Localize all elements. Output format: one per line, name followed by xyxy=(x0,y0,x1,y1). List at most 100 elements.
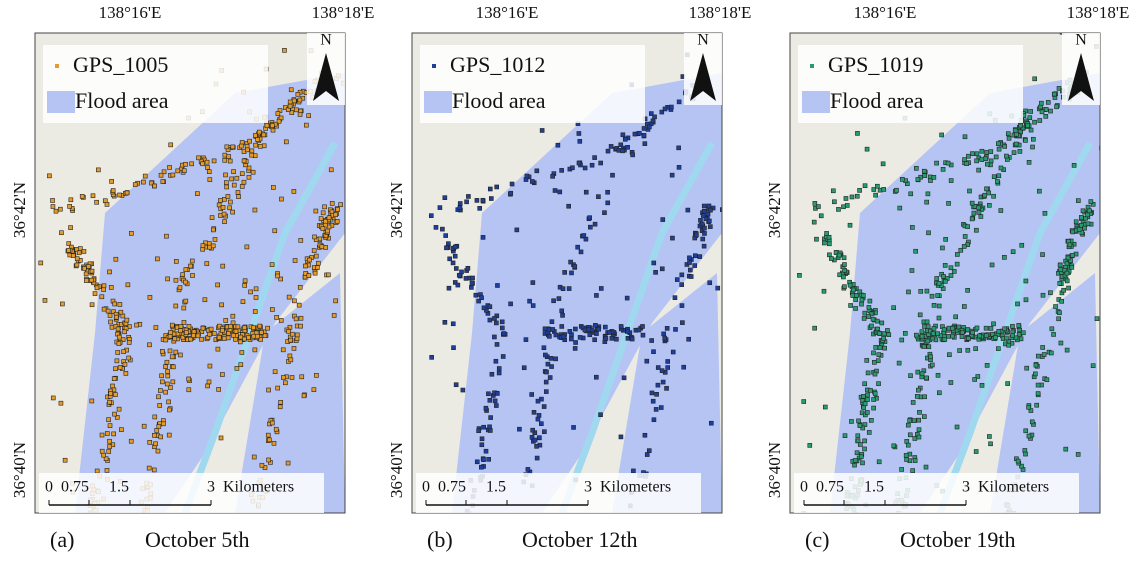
gps-point xyxy=(453,254,457,258)
gps-point xyxy=(524,338,528,342)
gps-point xyxy=(975,152,979,156)
gps-point xyxy=(290,332,294,336)
map-panel: GPS_1012Flood areaN00.751.53Kilometers xyxy=(390,32,724,552)
gps-point xyxy=(299,324,303,328)
gps-point xyxy=(1050,327,1054,331)
gps-point xyxy=(294,108,298,112)
gps-point xyxy=(1065,279,1069,283)
gps-point xyxy=(478,206,482,210)
gps-point xyxy=(920,372,924,376)
gps-point xyxy=(112,432,116,436)
gps-point xyxy=(220,372,224,376)
gps-point xyxy=(270,124,274,128)
gps-point xyxy=(288,104,292,108)
caption-label: (c) xyxy=(805,527,829,552)
gps-point xyxy=(990,263,994,267)
gps-point xyxy=(157,425,161,429)
gps-point xyxy=(590,163,594,167)
gps-point xyxy=(315,266,319,270)
gps-point xyxy=(197,156,201,160)
gps-point xyxy=(226,194,230,198)
gps-point xyxy=(241,300,245,304)
gps-point xyxy=(127,340,131,344)
gps-point xyxy=(1049,351,1053,355)
gps-point xyxy=(1004,336,1008,340)
gps-point xyxy=(273,229,277,233)
gps-point xyxy=(1031,145,1035,149)
gps-point xyxy=(857,419,861,423)
gps-point xyxy=(985,162,989,166)
gps-point xyxy=(914,333,918,337)
gps-point xyxy=(997,147,1001,151)
gps-point xyxy=(116,350,120,354)
gps-point xyxy=(126,283,130,287)
gps-point xyxy=(60,302,64,306)
gps-point xyxy=(39,261,43,265)
gps-point xyxy=(466,194,470,198)
gps-point xyxy=(336,208,340,212)
gps-point xyxy=(977,334,981,338)
gps-point xyxy=(84,279,88,283)
gps-point xyxy=(270,263,274,267)
gps-point xyxy=(838,273,842,277)
gps-point xyxy=(707,204,711,208)
gps-point xyxy=(898,515,902,519)
gps-point xyxy=(260,463,264,467)
gps-point xyxy=(1011,333,1015,337)
gps-point xyxy=(848,283,852,287)
gps-point xyxy=(574,340,578,344)
gps-point xyxy=(129,231,133,235)
gps-point xyxy=(287,295,291,299)
gps-point xyxy=(951,326,955,330)
gps-point xyxy=(279,318,283,322)
legend-label: GPS_1019 xyxy=(828,52,923,77)
gps-point xyxy=(107,418,111,422)
gps-point xyxy=(262,144,266,148)
gps-point xyxy=(152,433,156,437)
gps-point xyxy=(458,202,462,206)
gps-point xyxy=(1079,215,1083,219)
gps-point xyxy=(550,365,554,369)
gps-point xyxy=(606,190,610,194)
gps-point xyxy=(836,207,840,211)
gps-point xyxy=(662,332,666,336)
gps-point xyxy=(212,332,216,336)
gps-point xyxy=(947,353,951,357)
gps-point xyxy=(860,302,864,306)
gps-point xyxy=(281,348,285,352)
gps-point xyxy=(903,331,907,335)
gps-point xyxy=(1072,163,1076,167)
gps-point xyxy=(243,279,247,283)
gps-point xyxy=(547,328,551,332)
gps-point xyxy=(69,226,73,230)
gps-point xyxy=(257,130,261,134)
gps-point xyxy=(673,296,677,300)
gps-point xyxy=(271,185,275,189)
gps-point xyxy=(856,434,860,438)
gps-point xyxy=(631,469,635,473)
gps-point xyxy=(228,159,232,163)
gps-point xyxy=(543,327,547,331)
gps-point xyxy=(660,369,664,373)
gps-point xyxy=(187,388,191,392)
gps-point xyxy=(220,303,224,307)
gps-point xyxy=(454,383,458,387)
gps-point xyxy=(293,259,297,263)
gps-point xyxy=(1006,132,1010,136)
gps-point xyxy=(267,458,271,462)
gps-point xyxy=(219,436,223,440)
gps-point xyxy=(702,231,706,235)
gps-point xyxy=(171,173,175,177)
scale-label: 0 xyxy=(422,479,430,496)
gps-point xyxy=(272,441,276,445)
gps-point xyxy=(936,294,940,298)
gps-point xyxy=(218,198,222,202)
gps-point xyxy=(915,394,919,398)
gps-point xyxy=(118,193,122,197)
gps-point xyxy=(119,428,123,432)
gps-point xyxy=(622,376,626,380)
gps-point xyxy=(307,274,311,278)
gps-point xyxy=(688,268,692,272)
gps-point xyxy=(1066,256,1070,260)
scale-label: 3 xyxy=(962,479,970,496)
